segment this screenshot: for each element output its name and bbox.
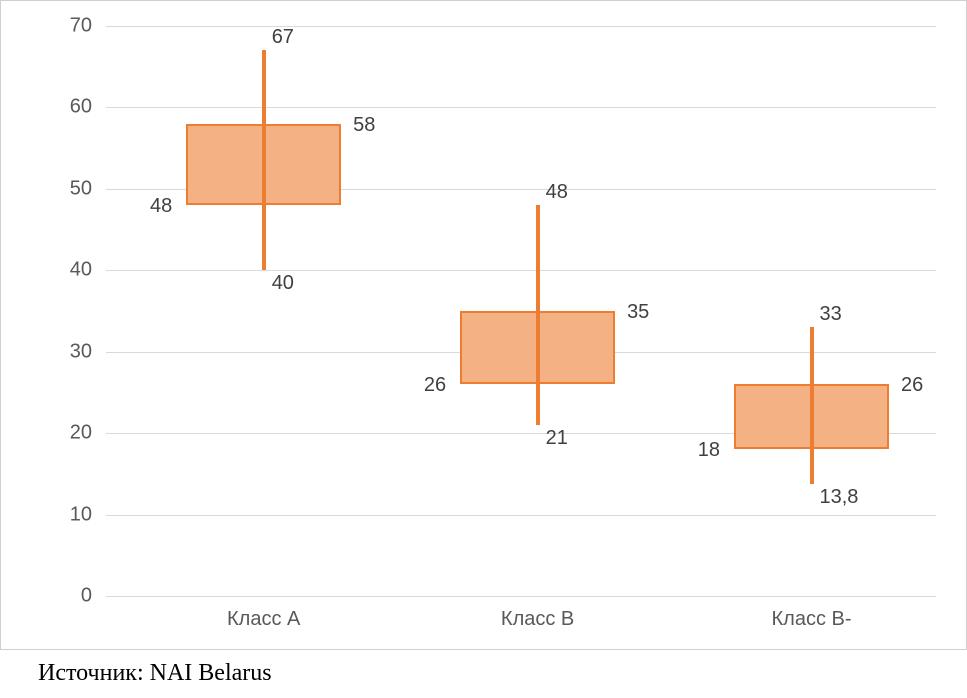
gridline <box>106 270 936 271</box>
whisker-overlay <box>262 50 266 270</box>
data-label: 48 <box>546 181 568 204</box>
y-tick-label: 10 <box>70 503 92 526</box>
data-label: 35 <box>627 301 649 324</box>
data-label: 40 <box>272 272 294 295</box>
plot-area <box>106 26 936 596</box>
data-label: 58 <box>353 114 375 137</box>
data-label: 26 <box>424 374 446 397</box>
y-tick-label: 40 <box>70 259 92 282</box>
x-tick-label: Класс B <box>501 608 574 631</box>
source-text: Источник: NAI Belarus <box>38 660 272 687</box>
data-label: 18 <box>698 439 720 462</box>
y-tick-label: 50 <box>70 177 92 200</box>
y-tick-label: 60 <box>70 96 92 119</box>
y-tick-label: 70 <box>70 15 92 38</box>
y-tick-label: 20 <box>70 422 92 445</box>
gridline <box>106 596 936 597</box>
y-tick-label: 0 <box>81 585 92 608</box>
whisker-overlay <box>536 205 540 425</box>
x-tick-label: Класс B- <box>772 608 852 631</box>
data-label: 48 <box>150 195 172 218</box>
gridline <box>106 107 936 108</box>
data-label: 21 <box>546 427 568 450</box>
chart-container: 0 10 20 30 40 50 60 70 Класс A 67 58 48 40 Класс B 48 3… <box>0 0 967 650</box>
data-label: 13,8 <box>820 486 859 509</box>
data-label: 67 <box>272 26 294 49</box>
y-tick-label: 30 <box>70 340 92 363</box>
whisker-overlay <box>810 327 814 483</box>
x-tick-label: Класс A <box>227 608 300 631</box>
data-label: 26 <box>901 374 923 397</box>
data-label: 33 <box>820 303 842 326</box>
gridline <box>106 26 936 27</box>
gridline <box>106 515 936 516</box>
